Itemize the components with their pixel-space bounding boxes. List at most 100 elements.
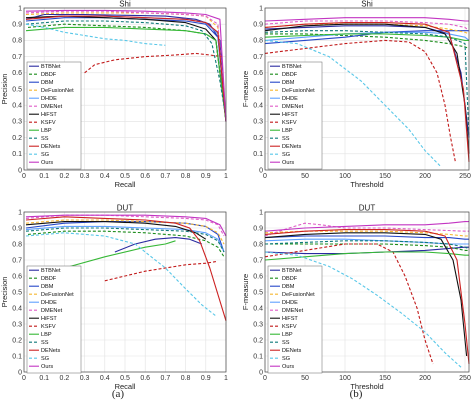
y-tick-label: 1 bbox=[259, 5, 263, 12]
series-line-dbm bbox=[25, 17, 227, 122]
x-tick-label: 0.5 bbox=[120, 173, 130, 180]
legend-label-lbp: LBP bbox=[41, 128, 52, 134]
y-tick-label: 0.5 bbox=[12, 289, 22, 296]
series-line-dhde bbox=[25, 225, 225, 253]
series-line-ksfv bbox=[84, 52, 223, 74]
legend-label-defusionnet: DeFusionNet bbox=[41, 88, 74, 94]
y-tick-label: 0.5 bbox=[12, 86, 22, 93]
x-tick-label: 100 bbox=[339, 375, 351, 382]
y-tick-label: 0.9 bbox=[253, 225, 263, 232]
legend: BTBNet DBDF DBM DeFusionNet DHDE DMENet HiFST K… bbox=[267, 61, 323, 170]
x-tick-label: 100 bbox=[339, 173, 351, 180]
x-tick-label: 200 bbox=[419, 375, 431, 382]
y-tick-label: 0.8 bbox=[12, 241, 22, 248]
legend-label-ours: Ours bbox=[282, 160, 294, 166]
legend-label-denets: DENets bbox=[282, 348, 301, 354]
y-tick-label: 0.5 bbox=[253, 289, 263, 296]
legend-label-sg: SG bbox=[282, 152, 290, 158]
series-line-dbdf bbox=[265, 33, 470, 50]
x-tick-label: 250 bbox=[459, 173, 471, 180]
x-tick-label: 0.4 bbox=[100, 375, 110, 382]
legend-label-hifst: HiFST bbox=[282, 112, 298, 118]
series-line-ss bbox=[264, 240, 470, 250]
y-tick-label: 0.1 bbox=[253, 151, 263, 158]
series-line-ss bbox=[25, 20, 227, 119]
series-line-dbdf bbox=[265, 243, 469, 251]
legend: BTBNet DBDF DBM DeFusionNet DHDE DMENet HiFST K… bbox=[267, 265, 323, 374]
series-line-defusionnet bbox=[25, 219, 225, 245]
legend-label-defusionnet: DeFusionNet bbox=[282, 292, 315, 298]
y-tick-label: 0.3 bbox=[253, 119, 263, 126]
x-tick-label: 0.4 bbox=[100, 173, 110, 180]
x-tick-label: 0 bbox=[263, 173, 267, 180]
y-tick-label: 0.2 bbox=[253, 135, 263, 142]
x-axis-label: Recall bbox=[115, 382, 136, 391]
y-axis-label: F-measure bbox=[241, 71, 250, 107]
x-tick-label: 0.7 bbox=[161, 375, 171, 382]
legend-label-dhde: DHDE bbox=[41, 96, 57, 102]
x-tick-label: 0.9 bbox=[201, 173, 211, 180]
legend-label-ss: SS bbox=[41, 340, 49, 346]
legend-label-sg: SG bbox=[41, 356, 49, 362]
series-line-denets bbox=[25, 15, 227, 122]
x-tick-label: 1 bbox=[224, 375, 228, 382]
y-tick-label: 0 bbox=[18, 369, 22, 376]
series-line-sg bbox=[25, 232, 217, 317]
y-tick-label: 1 bbox=[18, 209, 22, 216]
y-tick-label: 0.9 bbox=[12, 225, 22, 232]
y-tick-label: 0.3 bbox=[253, 321, 263, 328]
legend-label-dbdf: DBDF bbox=[41, 276, 57, 282]
series-line-hifst bbox=[264, 232, 468, 357]
x-tick-label: 0 bbox=[263, 375, 267, 382]
legend-label-dbdf: DBDF bbox=[41, 72, 57, 78]
legend-label-dbdf: DBDF bbox=[282, 72, 298, 78]
y-tick-label: 1 bbox=[259, 209, 263, 216]
x-tick-label: 50 bbox=[301, 173, 309, 180]
series-line-denets bbox=[25, 216, 227, 321]
legend-label-btbnet: BTBNet bbox=[41, 268, 61, 274]
y-tick-label: 0.7 bbox=[12, 54, 22, 61]
legend-label-denets: DENets bbox=[41, 348, 60, 354]
legend-label-ours: Ours bbox=[41, 160, 53, 166]
series-line-ours bbox=[264, 17, 469, 22]
panel-dut-pr: 0 0.1 0.2 0.3 0.4 0.5 0.6 0.7 0.8 0.9 1 0 0.1 0.2 0.3 0… bbox=[0, 204, 228, 392]
plot-frame bbox=[23, 7, 227, 171]
y-tick-label: 0.6 bbox=[253, 273, 263, 280]
legend-label-ss: SS bbox=[282, 136, 290, 142]
series-line-sg bbox=[264, 39, 442, 168]
series-line-dbm bbox=[264, 235, 469, 240]
legend-label-lbp: LBP bbox=[282, 128, 293, 134]
chart-title: Shi bbox=[361, 0, 373, 9]
legend-label-dmenet: DMENet bbox=[282, 308, 304, 314]
y-tick-label: 0.8 bbox=[12, 38, 22, 45]
legend-label-ksfv: KSFV bbox=[282, 324, 297, 330]
y-tick-label: 0.6 bbox=[12, 273, 22, 280]
y-tick-label: 1 bbox=[18, 5, 22, 12]
y-tick-label: 0 bbox=[259, 167, 263, 174]
series-line-ss bbox=[25, 227, 225, 253]
panel-dut-fmeasure: 0 50 100 150 200 250 0 0.1 0.2 0.3 0.4 0.5 0.6 0.7 0.8… bbox=[241, 204, 471, 392]
series-line-dbdf bbox=[27, 230, 225, 258]
x-tick-label: 0.6 bbox=[140, 173, 150, 180]
legend-label-defusionnet: DeFusionNet bbox=[282, 88, 315, 94]
legend-label-dbm: DBM bbox=[41, 80, 54, 86]
x-tick-label: 0.1 bbox=[39, 173, 49, 180]
legend: BTBNet DBDF DBM DeFusionNet DHDE DMENet HiFST K… bbox=[26, 265, 82, 374]
chart-title: DUT bbox=[117, 204, 134, 213]
legend-label-dbm: DBM bbox=[41, 284, 54, 290]
legend-label-ours: Ours bbox=[41, 364, 53, 370]
series-line-lbp bbox=[264, 251, 469, 261]
legend-label-dhde: DHDE bbox=[282, 300, 298, 306]
legend-label-ss: SS bbox=[282, 340, 290, 346]
legend-label-dmenet: DMENet bbox=[41, 308, 63, 314]
legend-label-dbm: DBM bbox=[282, 80, 295, 86]
series-line-dbdf bbox=[27, 23, 227, 122]
plot-frame bbox=[264, 211, 470, 373]
series-line-defusionnet bbox=[25, 12, 227, 122]
y-axis-label: Precision bbox=[0, 277, 9, 308]
series-line-hifst bbox=[264, 23, 470, 154]
x-tick-label: 0.5 bbox=[120, 375, 130, 382]
chart-title: Shi bbox=[119, 0, 131, 9]
series-line-sg bbox=[264, 251, 462, 368]
x-tick-label: 0.7 bbox=[161, 173, 171, 180]
